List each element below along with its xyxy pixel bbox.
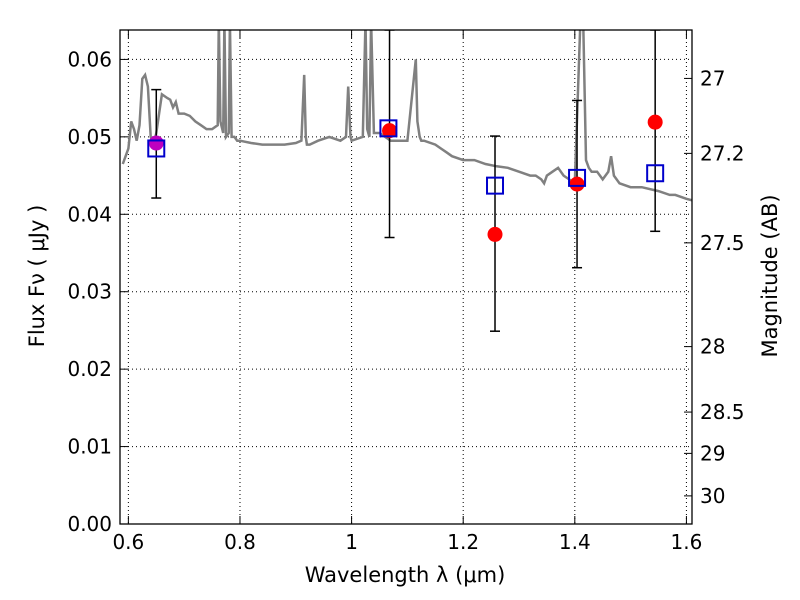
y-tick-label: 0.02 [67,357,112,381]
right-tick-label: 27 [700,66,725,90]
model-point [486,176,505,195]
x-tick-label: 0.6 [112,530,144,554]
data-point [487,226,503,242]
model-point [147,139,166,158]
y-tick-label: 0.01 [67,435,112,459]
data-point [647,114,663,130]
y-tick-label: 0.03 [67,280,112,304]
right-tick-label: 27.2 [700,141,745,165]
right-tick-label: 29 [700,441,725,465]
x-axis-label: Wavelength λ (μm) [305,563,506,587]
y-tick-label: 0.04 [67,202,112,226]
x-tick-label: 1.6 [671,530,703,554]
errorbar-layer [151,30,661,332]
data-point [569,176,585,192]
data-point [382,123,398,139]
x-tick-label: 1 [345,530,358,554]
y-tick-label: 0.00 [67,512,112,536]
error-bar [650,30,661,233]
axis-labels: Wavelength λ (μm) Flux Fν ( μJy ) Magnit… [25,194,782,587]
x-tick-label: 1.4 [559,530,591,554]
right-tick-label: 28 [700,335,725,359]
x-tick-label: 1.2 [447,530,479,554]
x-tick-label: 0.8 [224,530,256,554]
right-tick-label: 30 [700,484,725,508]
axes-box [119,29,693,525]
model-point [568,168,587,187]
model-point [646,164,665,183]
data-point [148,135,164,151]
right-tick-label: 27.5 [700,231,745,255]
right-axis-label: Magnitude (AB) [758,194,782,357]
right-tick-label: 28.5 [700,400,745,424]
plot-frame [119,29,693,525]
points-layer [147,114,665,242]
grid [120,30,692,525]
model-point [379,119,398,138]
model-spectrum-line [121,30,692,202]
spectrum-layer [121,30,692,202]
y-axis-label: Flux Fν ( μJy ) [25,205,49,348]
y-tick-label: 0.06 [67,47,112,71]
y-tick-label: 0.05 [67,125,112,149]
tick-layer: 0.6 0.8 1 1.2 1.4 1.6 0.00 0.01 0.02 0.03 0.04 0.05… [67,30,745,554]
